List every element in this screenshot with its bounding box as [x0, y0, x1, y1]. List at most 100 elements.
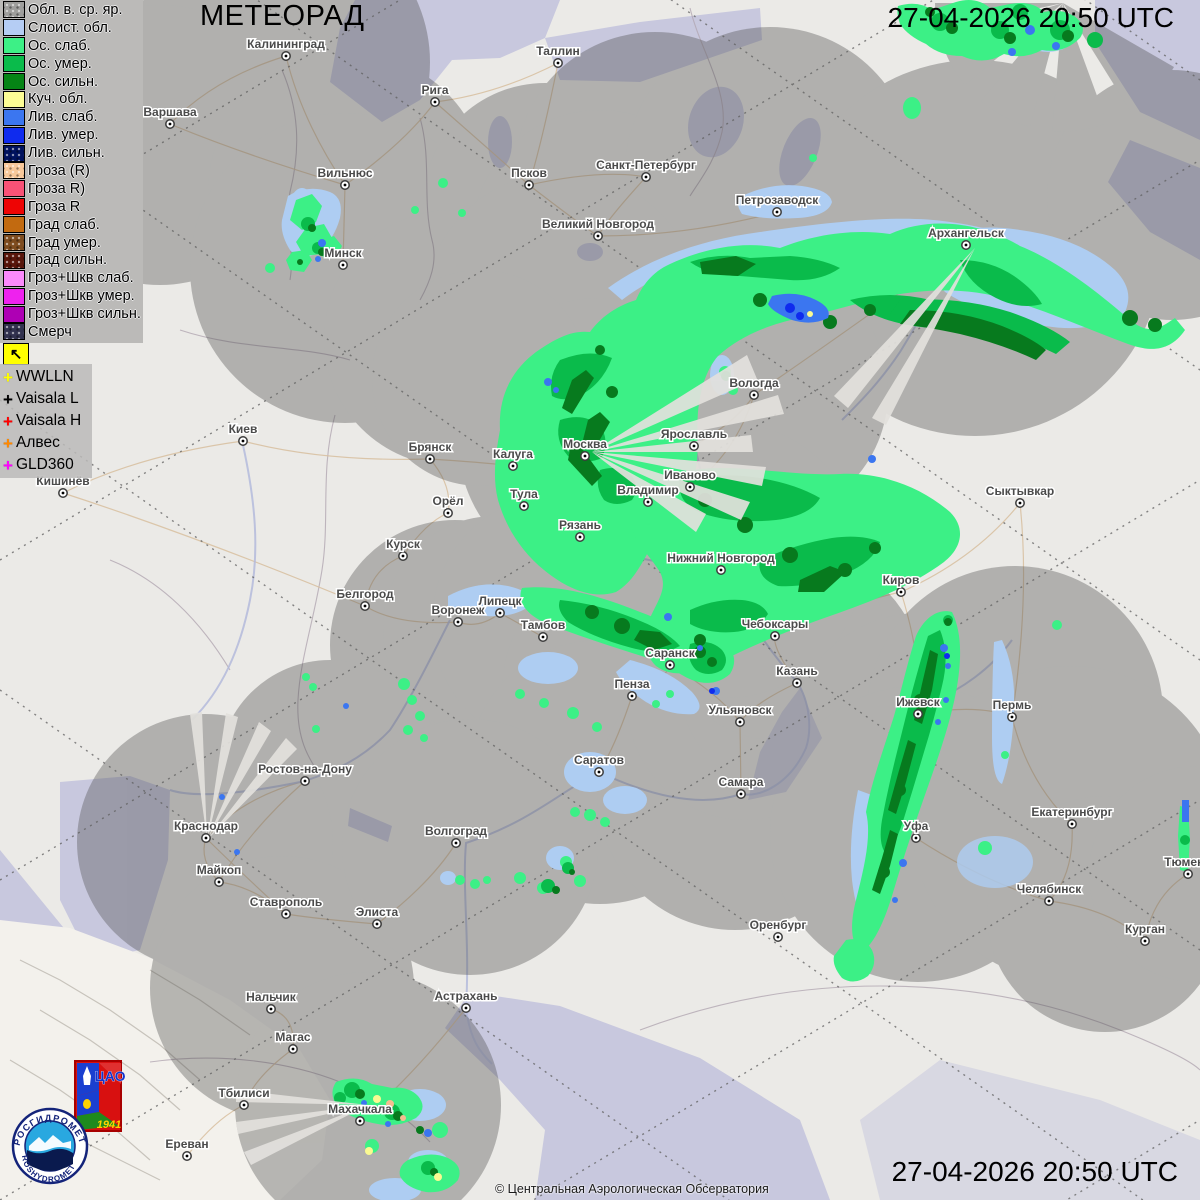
city-label: Варшава	[143, 105, 197, 119]
city-marker: Владимир	[616, 482, 680, 507]
road	[528, 62, 559, 186]
legend-color-swatch	[3, 234, 25, 252]
city-dot-center	[428, 457, 432, 461]
legend-row: Град слаб.	[0, 216, 143, 234]
city-marker: Элиста	[354, 904, 400, 929]
city-dot-center	[795, 681, 799, 685]
legend-row: Гроза (R)	[0, 162, 143, 180]
city-dot-center	[1018, 501, 1022, 505]
city-dot-center	[527, 183, 531, 187]
legend-label: Гроз+Шкв сильн.	[28, 306, 141, 323]
city-marker: Архангельск	[927, 225, 1006, 250]
city-marker: Краснодар	[172, 818, 240, 843]
lightning-cross-icon: +	[3, 433, 13, 453]
city-marker: Санкт-Петербург	[595, 157, 697, 182]
city-marker: Майкоп	[195, 862, 243, 887]
road	[186, 1104, 245, 1157]
city-label: Ростов-на-Дону	[258, 762, 352, 776]
legend-color-swatch	[3, 198, 25, 216]
city-dot-center	[291, 1047, 295, 1051]
city-dot-center	[556, 61, 560, 65]
city-label: Ижевск	[896, 695, 940, 709]
city-label: Тамбов	[521, 618, 566, 632]
legend-label: Град умер.	[28, 234, 101, 251]
legend-color-swatch	[3, 162, 25, 180]
city-label: Саратов	[574, 753, 624, 767]
road	[434, 101, 530, 186]
city-marker: Пенза	[613, 676, 651, 701]
city-label: Калининград	[247, 37, 325, 51]
city-marker: Ижевск	[895, 694, 942, 719]
legend-row: Лив. умер.	[0, 126, 143, 144]
city-label: Петрозаводск	[736, 193, 820, 207]
legend-color-swatch	[3, 55, 25, 73]
city-label: Киров	[883, 573, 920, 587]
road	[205, 837, 287, 915]
legend-color-swatch	[3, 108, 25, 126]
city-dot-center	[343, 183, 347, 187]
legend-label: Лив. умер.	[28, 127, 99, 144]
precip-convective	[365, 311, 813, 1181]
city-label: Челябинск	[1017, 882, 1082, 896]
city-dot-center	[899, 590, 903, 594]
legend-row: Смерч	[0, 323, 143, 341]
legend-label: Обл. в. ср. яр.	[28, 1, 123, 18]
city-label: Брянск	[409, 440, 453, 454]
city-marker: Нижний Новгород	[666, 550, 777, 575]
legend-color-swatch	[3, 216, 25, 234]
lightning-label: Алвес	[16, 434, 60, 451]
lightning-label: Vaisala L	[16, 390, 79, 407]
city-dot-center	[358, 1119, 362, 1123]
road	[218, 881, 287, 915]
legend-label: Град слаб.	[28, 216, 100, 233]
city-label: Казань	[776, 664, 817, 678]
city-marker: Великий Новгород	[540, 216, 656, 241]
legend-label: Слоист. обл.	[28, 19, 112, 36]
city-label: Великий Новгород	[542, 217, 654, 231]
city-marker: Липецк	[477, 593, 524, 618]
roshydromet-logo: РОСГИДРОМЕТ ROSHYDROMET	[12, 1107, 89, 1185]
city-marker: Ульяновск	[707, 702, 774, 727]
legend-row: Ос. слаб.	[0, 37, 143, 55]
city-marker: Махачкала	[327, 1101, 394, 1126]
city-dot-center	[719, 568, 723, 572]
city-label: Таллин	[536, 44, 580, 58]
city-dot-center	[583, 454, 587, 458]
city-label: Ставрополь	[250, 895, 323, 909]
city-dot-center	[1143, 939, 1147, 943]
city-dot-center	[597, 770, 601, 774]
city-dot-center	[646, 500, 650, 504]
lightning-cross-icon: +	[3, 389, 13, 409]
city-dot-center	[241, 439, 245, 443]
timestamp-bottom: 27-04-2026 20:50 UTC	[891, 1156, 1178, 1187]
city-label: Махачкала	[328, 1102, 392, 1116]
city-label: Рязань	[559, 518, 601, 532]
city-dot-center	[916, 712, 920, 716]
city-marker: Волгоград	[423, 823, 489, 848]
legend-label: Лив. слаб.	[28, 109, 98, 126]
legend-label: Гроз+Шкв умер.	[28, 288, 135, 305]
city-dot-center	[738, 720, 742, 724]
city-dot-center	[454, 841, 458, 845]
borders-layer	[109, 7, 1200, 1143]
city-dot-center	[341, 263, 345, 267]
road	[528, 173, 647, 186]
city-label: Москва	[563, 437, 607, 451]
legend-color-swatch	[3, 126, 25, 144]
tornado-icon: ↖	[9, 346, 23, 363]
legend-color-swatch	[3, 90, 25, 108]
city-dot-center	[446, 511, 450, 515]
attribution: © Центральная Аэрологическая Обсерватори…	[495, 1182, 769, 1196]
city-marker: Челябинск	[1015, 881, 1084, 906]
city-dot-center	[217, 880, 221, 884]
city-label: Псков	[511, 166, 547, 180]
city-marker: Екатеринбург	[1030, 804, 1114, 829]
road	[528, 184, 599, 237]
lightning-cross-icon: +	[3, 411, 13, 431]
lightning-label: WWLLN	[16, 368, 74, 385]
road	[1011, 716, 1073, 825]
city-marker: Белгород	[335, 586, 395, 611]
tornado-symbol-box: ↖	[3, 343, 29, 365]
city-dot-center	[644, 175, 648, 179]
